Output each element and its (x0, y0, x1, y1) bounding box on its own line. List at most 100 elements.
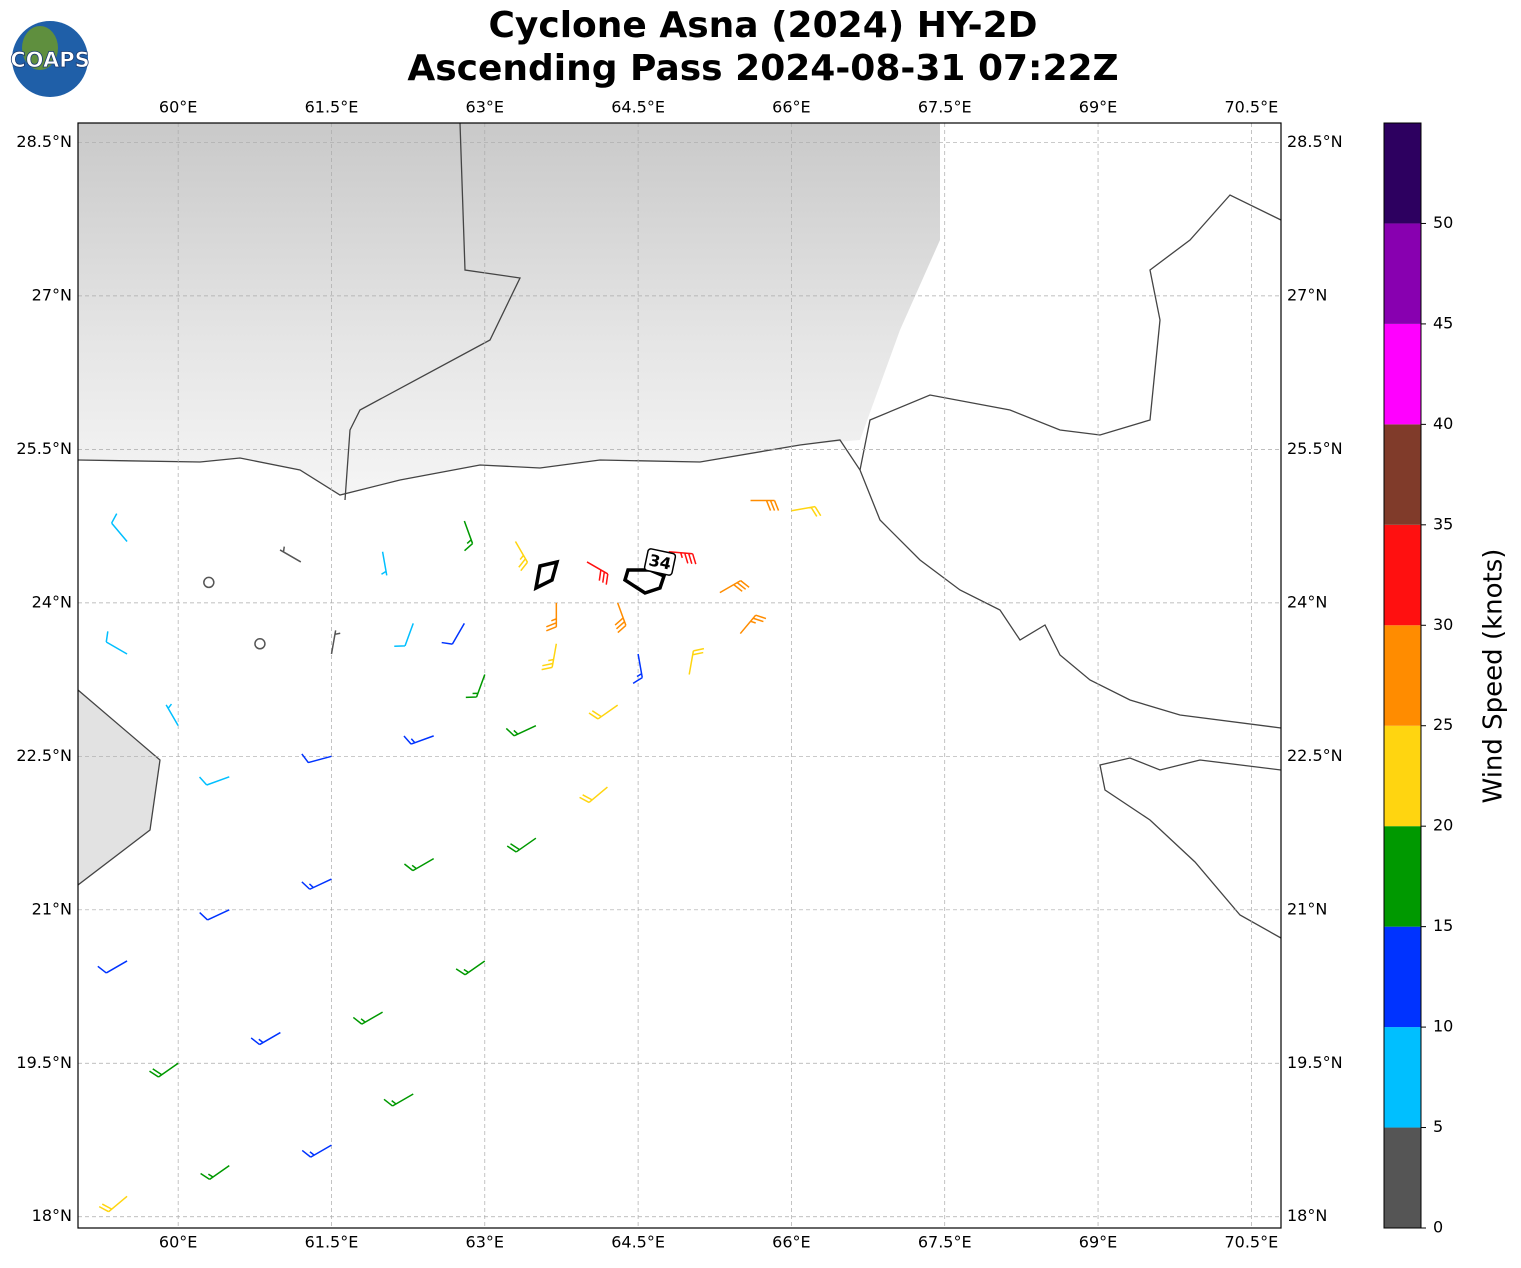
x-tick-label: 60°E (159, 98, 197, 117)
colorbar-tick-label: 40 (1433, 414, 1453, 433)
wind-barb (719, 579, 750, 594)
colorbar-segment (1384, 1127, 1421, 1228)
x-tick-label: 61.5°E (305, 1233, 359, 1252)
wind-barb (465, 674, 486, 699)
colorbar-tick-label: 5 (1433, 1117, 1443, 1136)
wind-barb (301, 753, 332, 764)
logo-land (22, 26, 58, 70)
coastlines (78, 123, 1281, 939)
logo: COAPS (10, 21, 90, 97)
colorbar-segment (1384, 826, 1421, 927)
map-area: 34 (78, 123, 1281, 1228)
coast-gujarat (1099, 757, 1281, 939)
y-tick-label: 27°N (1287, 285, 1327, 304)
wind-barb (279, 546, 302, 563)
colorbar-segment (1384, 123, 1421, 224)
land-oman (78, 690, 160, 885)
y-tick-label: 25.5°N (1287, 439, 1343, 458)
map-frame (77, 122, 1282, 1229)
wind-barb (441, 622, 465, 645)
wind-barb (514, 541, 529, 572)
colorbar-tick-label: 10 (1433, 1017, 1453, 1036)
colorbar: 0 5 10 15 20 25 30 35 40 45 50 (1383, 122, 1453, 1237)
x-tick-label: 64.5°E (611, 1233, 665, 1252)
x-tick-label: 70.5°E (1224, 98, 1278, 117)
wind-barb (739, 614, 767, 635)
contour-label-box: 34 (643, 548, 677, 576)
wind-barb (383, 1093, 414, 1107)
wind-barb (149, 1062, 179, 1078)
colorbar-tick-label: 45 (1433, 313, 1453, 332)
wind-barb (632, 653, 644, 684)
cloud-imagery (78, 123, 940, 495)
y-tick-label: 21°N (1287, 899, 1327, 918)
wind-barb (330, 630, 341, 655)
y-tick-label: 28.5°N (16, 132, 72, 151)
wind-barb (586, 561, 609, 585)
colorbar-label: Wind Speed (knots) (1479, 549, 1509, 804)
colorbar-segment (1384, 725, 1421, 827)
colorbar-tick-label: 50 (1433, 213, 1453, 232)
wind-barb (250, 1031, 281, 1046)
contour-label: 34 (647, 550, 673, 573)
wind-barb (97, 960, 128, 974)
y-tick-label: 25.5°N (16, 439, 72, 458)
wind-barb (614, 602, 627, 634)
x-tick-label: 63°E (466, 1233, 504, 1252)
wind-barb (506, 837, 537, 853)
x-tick-label: 69°E (1079, 98, 1117, 117)
y-tick-label: 18°N (32, 1206, 72, 1225)
colorbar-tick-label: 0 (1433, 1218, 1443, 1237)
colorbar-segment (1384, 625, 1421, 726)
coast-oman (78, 689, 161, 886)
calm-barb (203, 576, 215, 589)
x-tick-label: 67.5°E (918, 98, 972, 117)
wind-barb (455, 960, 486, 976)
wind-barb (541, 643, 558, 671)
wind-barb (463, 520, 474, 552)
wind-barb (546, 602, 558, 632)
wind-barb (579, 786, 608, 804)
wind-barb (403, 735, 434, 745)
wind-barbs (97, 499, 822, 1213)
calm-barb (254, 638, 266, 650)
colorbar-segment (1384, 1027, 1421, 1128)
y-tick-label: 24°N (1287, 592, 1327, 611)
colorbar-tick-label: 35 (1433, 514, 1453, 533)
wind-barb (688, 647, 705, 675)
border-pakistan-india (859, 194, 1281, 471)
x-tick-label: 64.5°E (611, 98, 665, 117)
wind-barb (301, 1144, 332, 1158)
y-tick-label: 22.5°N (1287, 746, 1343, 765)
map-ticks: 60°E 60°E 61.5°E 61.5°E 63°E 63°E 64.5°E 64.5°E… (16, 98, 1342, 1252)
colorbar-segment (1384, 323, 1421, 425)
title: Cyclone Asna (2024) HY-2D (488, 5, 1037, 46)
colorbar-tick-label: 20 (1433, 816, 1453, 835)
wind-barb (505, 724, 537, 737)
wind-barb (403, 857, 435, 872)
x-tick-label: 61.5°E (305, 98, 359, 117)
wind-barb (394, 623, 414, 647)
subtitle: Ascending Pass 2024-08-31 07:22Z (407, 48, 1118, 89)
y-tick-label: 19.5°N (16, 1053, 72, 1072)
grid (78, 123, 1281, 1228)
x-tick-label: 67.5°E (918, 1233, 972, 1252)
wind-barb (199, 909, 230, 921)
y-tick-label: 18°N (1287, 1206, 1327, 1225)
x-tick-label: 60°E (159, 1233, 197, 1252)
wind-barb (588, 704, 619, 720)
y-tick-label: 27°N (32, 285, 72, 304)
coast-north (78, 439, 1281, 729)
wind-barb (301, 878, 332, 890)
colorbar-tick-label: 25 (1433, 715, 1453, 734)
wind-barb (668, 550, 697, 565)
colorbar-segment (1384, 223, 1421, 324)
wind-barb (791, 505, 822, 517)
y-tick-label: 19.5°N (1287, 1053, 1343, 1072)
x-tick-label: 66°E (772, 98, 810, 117)
x-tick-label: 66°E (772, 1233, 810, 1252)
colorbar-tick-label: 15 (1433, 916, 1453, 935)
x-tick-label: 69°E (1079, 1233, 1117, 1252)
colorbar-segment (1384, 424, 1421, 525)
